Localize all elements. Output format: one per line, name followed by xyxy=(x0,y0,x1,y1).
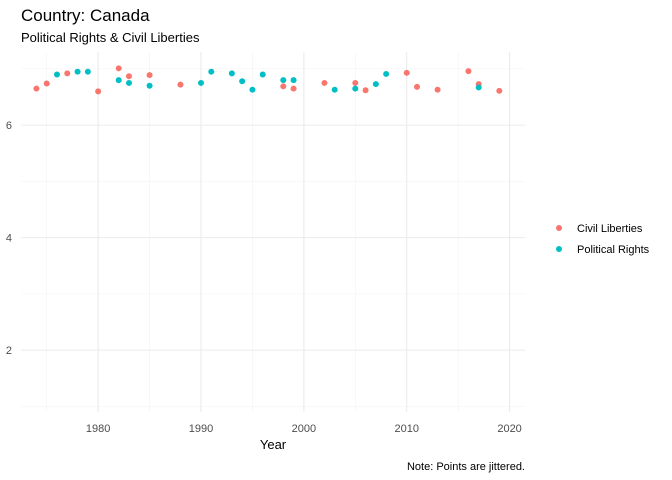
data-point xyxy=(115,77,122,84)
x-tick-label: 1990 xyxy=(189,423,213,435)
data-point xyxy=(146,82,153,89)
legend: Civil Liberties Political Rights xyxy=(556,223,650,256)
x-axis-label: Year xyxy=(260,437,287,452)
data-point xyxy=(228,70,235,77)
data-point xyxy=(280,77,287,84)
data-point xyxy=(208,68,215,75)
data-point xyxy=(434,86,441,93)
data-point xyxy=(126,79,132,86)
chart-title: Country: Canada xyxy=(21,6,150,25)
data-point xyxy=(146,72,153,79)
data-point xyxy=(372,81,379,88)
x-axis-ticks: 1980 1990 2000 2010 2020 xyxy=(86,423,522,435)
data-point xyxy=(465,68,472,75)
data-point xyxy=(74,68,81,75)
data-point xyxy=(198,79,204,86)
data-point xyxy=(403,69,410,76)
data-point xyxy=(259,71,266,78)
x-tick-label: 2010 xyxy=(394,423,418,435)
data-point xyxy=(321,79,328,86)
legend-key xyxy=(556,225,562,231)
data-point xyxy=(239,78,246,85)
data-point xyxy=(43,80,50,87)
legend-label: Political Rights xyxy=(577,244,650,256)
y-axis-ticks: 2 4 6 xyxy=(6,120,12,357)
data-point xyxy=(414,83,420,90)
data-point xyxy=(280,83,287,90)
data-point xyxy=(54,71,60,78)
data-point xyxy=(331,86,338,93)
data-point xyxy=(84,68,91,75)
y-tick-label: 2 xyxy=(6,345,12,357)
grid-lines xyxy=(21,52,525,412)
data-point xyxy=(352,79,359,86)
data-point xyxy=(352,85,359,92)
data-points xyxy=(33,65,503,95)
data-point xyxy=(95,88,102,95)
data-point xyxy=(362,87,369,94)
data-point xyxy=(290,85,297,92)
chart-subtitle: Political Rights & Civil Liberties xyxy=(21,30,200,45)
data-point xyxy=(475,84,482,91)
x-tick-label: 2020 xyxy=(497,423,521,435)
chart-caption: Note: Points are jittered. xyxy=(407,461,525,473)
legend-key xyxy=(556,246,562,252)
data-point xyxy=(496,87,503,94)
data-point xyxy=(115,65,122,72)
data-point xyxy=(126,73,132,80)
data-point xyxy=(249,86,256,93)
legend-label: Civil Liberties xyxy=(577,223,643,235)
data-point xyxy=(290,77,297,84)
y-tick-label: 6 xyxy=(6,120,12,132)
data-point xyxy=(33,85,40,92)
x-tick-label: 1980 xyxy=(86,423,110,435)
y-tick-label: 4 xyxy=(6,233,12,245)
data-point xyxy=(177,81,184,88)
data-point xyxy=(64,70,71,77)
data-point xyxy=(383,70,390,77)
x-tick-label: 2000 xyxy=(292,423,316,435)
